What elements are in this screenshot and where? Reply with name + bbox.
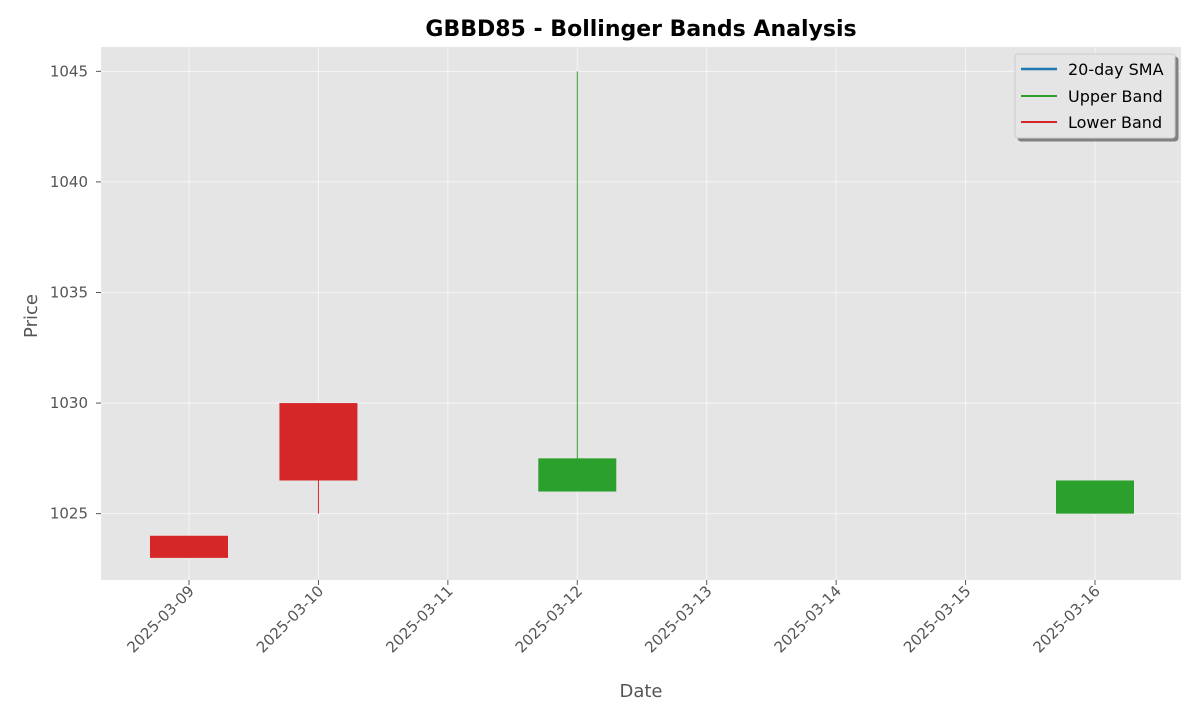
candle-body xyxy=(538,458,617,492)
chart-title: GBBD85 - Bollinger Bands Analysis xyxy=(425,17,856,42)
y-tick-label: 1030 xyxy=(50,394,88,412)
x-tick-label: 2025-03-10 xyxy=(253,582,327,656)
y-tick-label: 1045 xyxy=(50,62,88,80)
legend-box xyxy=(1014,53,1176,139)
x-axis-label: Date xyxy=(619,681,662,702)
candle-2025-03-10 xyxy=(279,403,358,514)
candle-body xyxy=(150,535,228,558)
candle-2025-03-09 xyxy=(150,535,228,558)
y-tick-label: 1035 xyxy=(50,283,88,301)
x-tick-label: 2025-03-15 xyxy=(900,582,974,656)
y-axis-ticks: 1025 1030 1035 1040 1045 xyxy=(50,62,101,523)
legend: 20-day SMA Upper Band Lower Band xyxy=(1014,53,1176,139)
x-tick-label: 2025-03-14 xyxy=(771,582,845,656)
legend-label-upper: Upper Band xyxy=(1068,87,1163,106)
x-tick-label: 2025-03-09 xyxy=(123,582,197,656)
legend-label-lower: Lower Band xyxy=(1068,113,1162,132)
plot-area xyxy=(101,47,1181,580)
candle-2025-03-12 xyxy=(538,71,617,492)
candle-body xyxy=(1056,480,1135,514)
y-tick-label: 1025 xyxy=(50,505,88,523)
y-axis-label: Price xyxy=(21,294,42,338)
x-axis-ticks: 2025-03-09 2025-03-10 2025-03-11 2025-03-12… xyxy=(123,580,1104,656)
legend-label-sma: 20-day SMA xyxy=(1068,60,1164,79)
x-tick-label: 2025-03-16 xyxy=(1029,582,1103,656)
y-tick-label: 1040 xyxy=(50,173,88,191)
candles xyxy=(150,71,1135,558)
x-tick-label: 2025-03-11 xyxy=(382,582,456,656)
candle-body xyxy=(279,403,358,481)
candle-2025-03-16 xyxy=(1056,480,1135,514)
x-tick-label: 2025-03-12 xyxy=(512,582,586,656)
x-tick-label: 2025-03-13 xyxy=(641,582,715,656)
